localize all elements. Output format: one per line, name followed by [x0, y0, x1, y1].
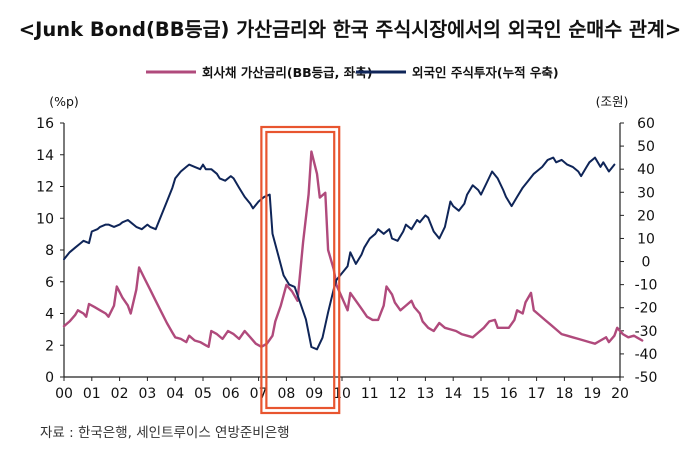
axes: [63, 123, 621, 378]
x-tick-label: 13: [416, 386, 434, 402]
left-tick-label: 10: [36, 211, 54, 227]
series-layer: [62, 150, 644, 351]
source-note: 자료 : 한국은행, 세인트루이스 연방준비은행: [40, 425, 290, 441]
right-tick-label: 30: [637, 185, 655, 201]
x-tick-label: 11: [361, 386, 379, 402]
right-tick-label: 0: [642, 255, 651, 271]
right-tick-label: 10: [637, 231, 655, 247]
left-tick-label: 6: [45, 275, 54, 291]
legend: 회사채 가산금리(BB등급, 좌축) 외국인 주식투자(누적 우축): [146, 65, 559, 80]
left-axis-ticks: 0 2 4 6 8 10 12 14 16: [36, 116, 64, 386]
series-line-spread: [62, 150, 644, 348]
left-tick-label: 8: [45, 243, 54, 259]
x-tick-label: 18: [555, 386, 573, 402]
x-tick-label: 17: [528, 386, 546, 402]
x-tick-label: 20: [611, 386, 629, 402]
right-axis-unit: (조원): [596, 94, 629, 109]
x-tick-label: 08: [277, 386, 295, 402]
x-tick-label: 10: [333, 386, 351, 402]
x-tick-label: 12: [389, 386, 407, 402]
left-tick-label: 4: [45, 307, 54, 323]
x-tick-label: 00: [55, 386, 73, 402]
left-axis-unit: (%p): [49, 94, 79, 109]
x-tick-label: 01: [83, 386, 101, 402]
x-axis-ticks: 00 01 02 03 04 05 06 07 08 09 10 11 12 13 14 15 16 17 18 19…: [55, 377, 629, 402]
x-tick-label: 16: [500, 386, 518, 402]
right-axis-ticks: -50 -40 -30 -20 -10 0 10 20 30 40 50 60: [620, 116, 657, 386]
right-tick-label: 20: [637, 208, 655, 224]
chart-title: <Junk Bond(BB등급) 가산금리와 한국 주식시장에서의 외국인 순매…: [19, 18, 681, 41]
x-tick-label: 09: [305, 386, 323, 402]
x-tick-label: 19: [583, 386, 601, 402]
right-tick-label: -30: [635, 324, 658, 340]
right-tick-label: -10: [635, 278, 658, 294]
right-tick-label: -20: [635, 301, 658, 317]
left-tick-label: 2: [45, 338, 54, 354]
right-tick-label: 40: [637, 162, 655, 178]
highlight-box-inner: [265, 130, 336, 410]
left-tick-label: 16: [36, 116, 54, 132]
left-tick-label: 14: [36, 148, 54, 164]
right-tick-label: -40: [635, 347, 658, 363]
x-tick-label: 03: [138, 386, 156, 402]
right-tick-label: -50: [635, 370, 658, 386]
left-tick-label: 0: [45, 370, 54, 386]
highlight-layer: [260, 125, 341, 415]
x-tick-label: 02: [111, 386, 129, 402]
x-tick-label: 14: [444, 386, 462, 402]
x-tick-label: 04: [166, 386, 184, 402]
legend-label-spread: 회사채 가산금리(BB등급, 좌축): [202, 65, 372, 80]
legend-label-foreign: 외국인 주식투자(누적 우축): [412, 65, 559, 80]
right-tick-label: 50: [637, 139, 655, 155]
x-tick-label: 15: [472, 386, 490, 402]
x-tick-label: 07: [250, 386, 268, 402]
x-tick-label: 05: [194, 386, 212, 402]
x-tick-label: 06: [222, 386, 240, 402]
right-tick-label: 60: [637, 116, 655, 132]
left-tick-label: 12: [36, 180, 54, 196]
highlight-box-outer: [260, 125, 341, 415]
